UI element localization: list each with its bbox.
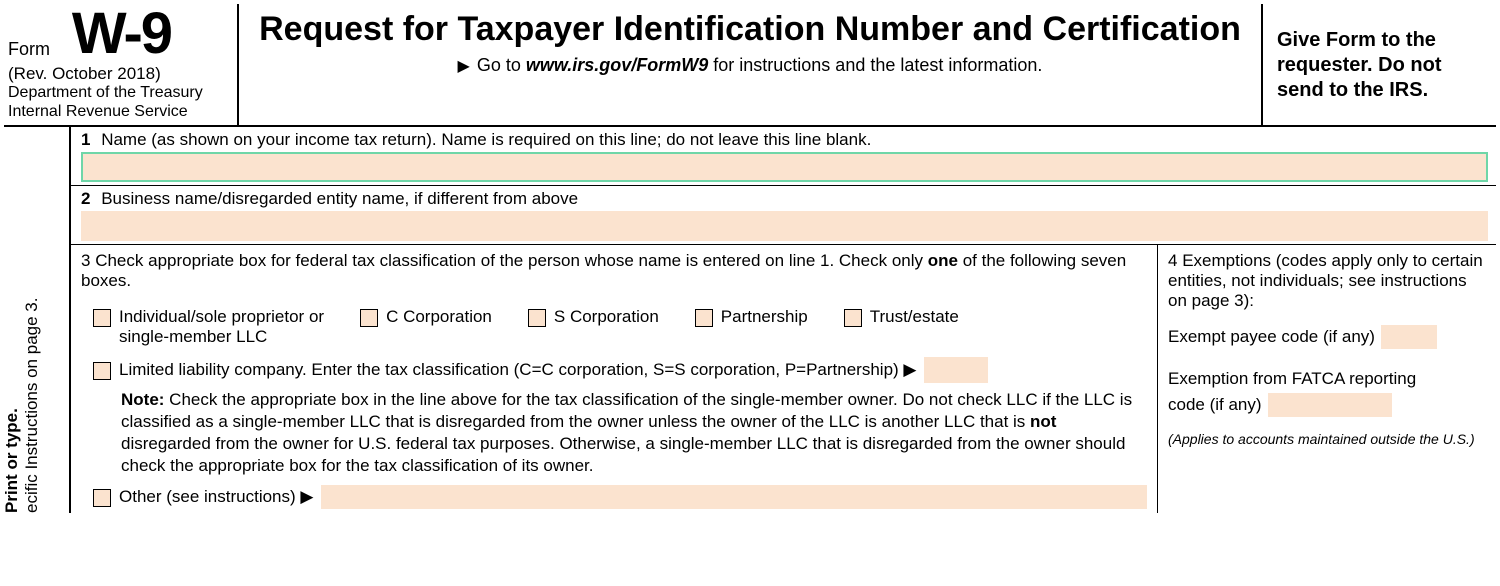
chk-indiv-b: single-member LLC [119,327,324,347]
chk-partnership-label: Partnership [721,307,808,327]
rail-text: Print or type. ecific Instructions on pa… [2,298,42,513]
checkbox-icon[interactable] [93,362,111,380]
checkbox-icon[interactable] [528,309,546,327]
chk-ccorp-label: C Corporation [386,307,492,327]
form-code: W-9 [72,8,171,60]
goto-suffix: for instructions and the latest informat… [708,55,1042,75]
checkbox-icon[interactable] [695,309,713,327]
body: Print or type. ecific Instructions on pa… [4,127,1496,513]
form-word: Form [8,39,50,60]
sec4-intro: Exemptions (codes apply only to certain … [1168,251,1483,310]
line1-field[interactable] [81,152,1488,182]
llc-note: Note: Check the appropriate box in the l… [81,389,1147,477]
header-right: Give Form to the requester. Do not send … [1261,4,1496,125]
chk-trust[interactable]: Trust/estate [844,307,959,327]
chk-scorp-label: S Corporation [554,307,659,327]
checkbox-icon[interactable] [360,309,378,327]
sec3-num: 3 [81,251,90,270]
checkbox-icon[interactable] [93,489,111,507]
rail-bold: Print or type. [2,408,21,513]
header-left: Form W-9 (Rev. October 2018) Department … [4,4,239,125]
chk-individual[interactable]: Individual/sole proprietor or single-mem… [93,307,324,347]
section4: 4 Exemptions (codes apply only to certai… [1158,245,1496,513]
line1-label: Name (as shown on your income tax return… [101,130,871,149]
dept2: Internal Revenue Service [8,103,229,121]
llc-label: Limited liability company. Enter the tax… [119,360,916,380]
main: 1 Name (as shown on your income tax retu… [69,127,1496,513]
note-not: not [1030,412,1056,431]
chk-trust-label: Trust/estate [870,307,959,327]
sec4-num: 4 [1168,251,1177,270]
form-header: Form W-9 (Rev. October 2018) Department … [4,4,1496,127]
payee-label: Exempt payee code (if any) [1168,327,1375,347]
line2-row: 2 Business name/disregarded entity name,… [71,186,1496,245]
fatca-code-row: code (if any) [1168,393,1486,417]
fatca-code-field[interactable] [1268,393,1392,417]
chk-scorp[interactable]: S Corporation [528,307,659,327]
llc-classification-field[interactable] [924,357,988,383]
line1-num: 1 [81,130,90,149]
dept1: Department of the Treasury [8,84,229,102]
line2-label: Business name/disregarded entity name, i… [101,189,578,208]
sec3-one: one [928,251,958,270]
other-label: Other (see instructions) ▶ [119,487,313,507]
payee-code-row: Exempt payee code (if any) [1168,325,1486,349]
note-a: Check the appropriate box in the line ab… [121,390,1132,431]
chk-indiv-a: Individual/sole proprietor or [119,307,324,327]
form-title: Request for Taxpayer Identification Numb… [249,10,1251,49]
arrow-icon: ▶ [458,58,470,75]
line2-num: 2 [81,189,90,208]
goto-prefix: Go to [477,55,526,75]
line1-row: 1 Name (as shown on your income tax retu… [71,127,1496,186]
header-center: Request for Taxpayer Identification Numb… [239,4,1261,125]
rail-plain: ecific Instructions on page 3. [22,298,41,513]
note-label: Note: [121,390,164,409]
revision: (Rev. October 2018) [8,64,229,84]
goto-url: www.irs.gov/FormW9 [526,55,708,75]
applies-note: (Applies to accounts maintained outside … [1168,431,1486,447]
checkbox-row: Individual/sole proprietor or single-mem… [81,307,1147,347]
section-3-4: 3 Check appropriate box for federal tax … [71,245,1496,513]
sec3-intro-a: Check appropriate box for federal tax cl… [95,251,928,270]
other-field[interactable] [321,485,1147,509]
fatca-a: Exemption from FATCA reporting [1168,369,1486,389]
goto-line: ▶ Go to www.irs.gov/FormW9 for instructi… [249,55,1251,76]
line2-field[interactable] [81,211,1488,241]
chk-partnership[interactable]: Partnership [695,307,808,327]
chk-ccorp[interactable]: C Corporation [360,307,492,327]
other-row: Other (see instructions) ▶ [81,485,1147,509]
payee-code-field[interactable] [1381,325,1437,349]
fatca-b: code (if any) [1168,395,1262,415]
checkbox-icon[interactable] [844,309,862,327]
llc-row: Limited liability company. Enter the tax… [81,357,1147,383]
section3: 3 Check appropriate box for federal tax … [71,245,1158,513]
checkbox-icon[interactable] [93,309,111,327]
left-rail: Print or type. ecific Instructions on pa… [4,127,69,513]
note-b: disregarded from the owner for U.S. fede… [121,434,1125,475]
